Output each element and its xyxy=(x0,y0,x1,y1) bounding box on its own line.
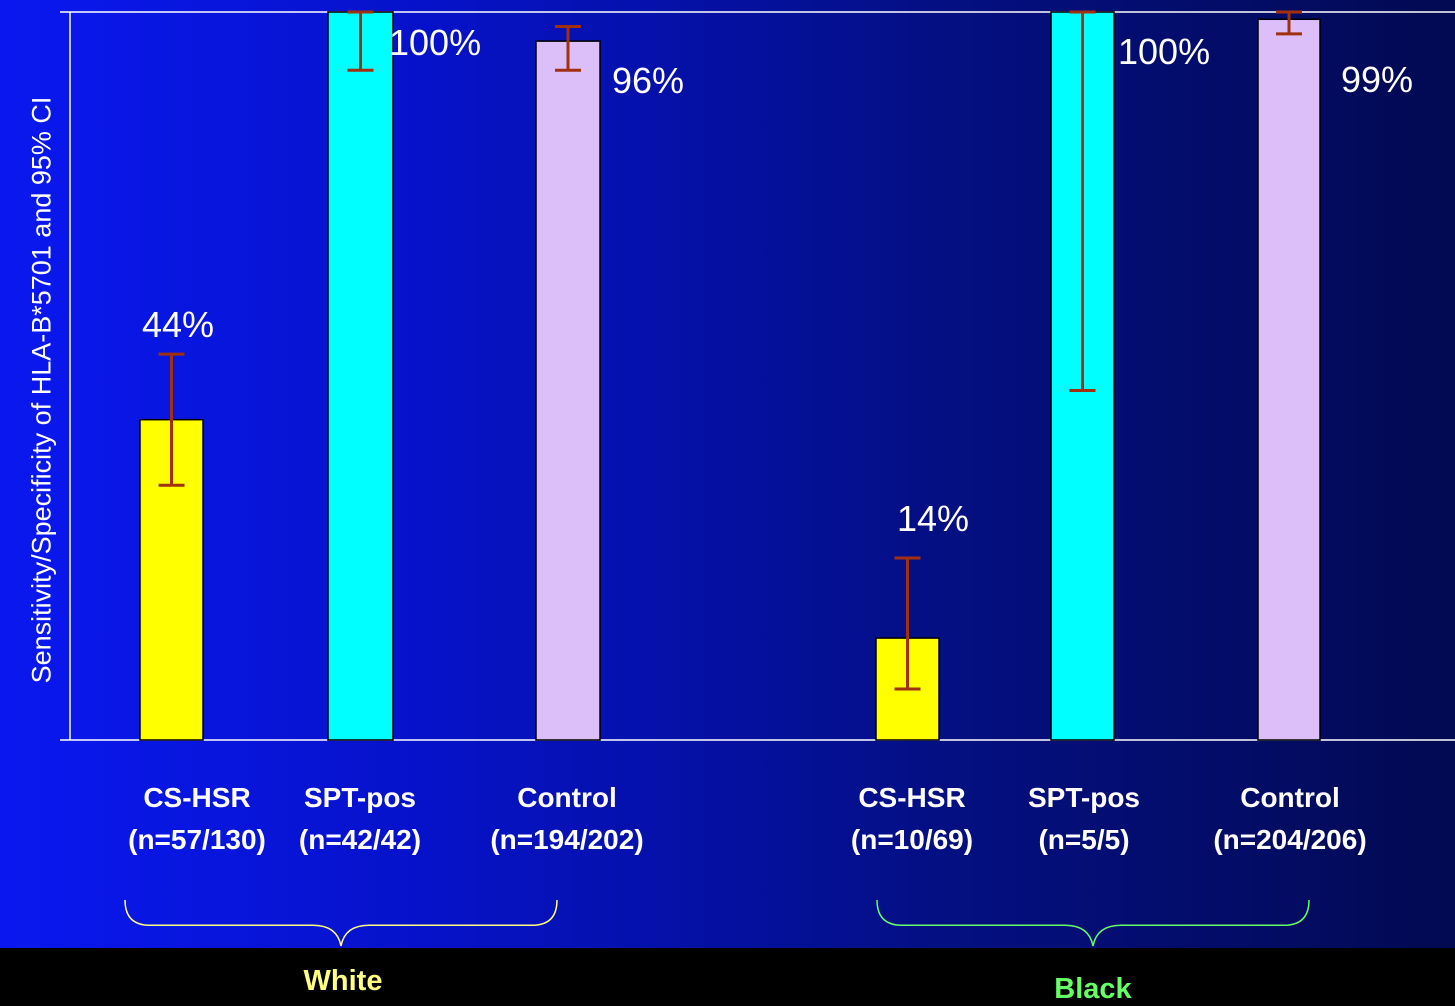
category-n-white-cs-hsr: (n=57/130) xyxy=(128,824,266,855)
footer-band xyxy=(0,948,1455,1005)
data-label-black-control: 99% xyxy=(1341,59,1413,100)
category-n-white-spt-pos: (n=42/42) xyxy=(299,824,421,855)
error-bar-white-cs-hsr xyxy=(158,352,185,487)
error-bar-black-control xyxy=(1276,10,1302,36)
error-bar-white-spt-pos xyxy=(347,10,374,72)
category-n-black-control: (n=204/206) xyxy=(1213,824,1366,855)
group-brace-white xyxy=(124,899,558,947)
error-bar-black-cs-hsr xyxy=(894,556,921,691)
category-label-black-control: Control xyxy=(1240,782,1340,813)
data-label-white-control: 96% xyxy=(612,60,684,101)
group-brace-black xyxy=(876,899,1310,947)
category-label-white-spt-pos: SPT-pos xyxy=(304,782,416,813)
category-label-white-control: Control xyxy=(517,782,617,813)
category-label-black-cs-hsr: CS-HSR xyxy=(858,782,965,813)
data-label-black-spt-pos: 100% xyxy=(1118,31,1210,72)
data-label-white-spt-pos: 100% xyxy=(389,22,481,63)
bar-white-spt-pos xyxy=(327,11,394,741)
error-bar-white-control xyxy=(555,25,581,72)
data-label-white-cs-hsr: 44% xyxy=(142,304,214,345)
group-label-black: Black xyxy=(1054,973,1132,1005)
category-n-black-cs-hsr: (n=10/69) xyxy=(851,824,973,855)
group-label-white: White xyxy=(303,965,383,997)
category-label-black-spt-pos: SPT-pos xyxy=(1028,782,1140,813)
category-label-white-cs-hsr: CS-HSR xyxy=(143,782,250,813)
category-n-white-control: (n=194/202) xyxy=(490,824,643,855)
y-axis-label: Sensitivity/Specificity of HLA-B*5701 an… xyxy=(26,96,57,684)
data-label-black-cs-hsr: 14% xyxy=(897,498,969,539)
slide-background xyxy=(0,0,1455,948)
error-bar-black-spt-pos xyxy=(1069,10,1096,393)
bar-white-control xyxy=(535,40,601,741)
bar-black-control xyxy=(1257,18,1321,741)
category-n-black-spt-pos: (n=5/5) xyxy=(1038,824,1129,855)
